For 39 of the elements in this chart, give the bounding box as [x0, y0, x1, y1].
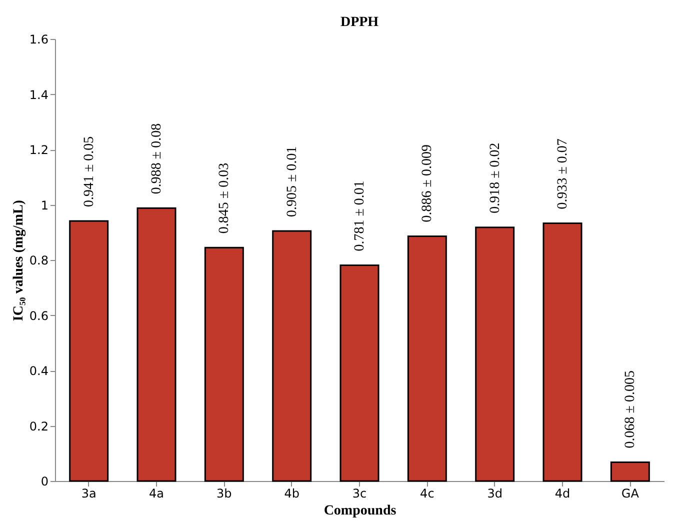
x-tick-label: 3c: [352, 486, 367, 500]
bar: [340, 264, 380, 482]
bar: [272, 230, 312, 482]
x-tick-label: 4c: [420, 486, 434, 500]
y-tick-label: 1.6: [29, 32, 48, 46]
bar: [136, 207, 176, 482]
data-label: 0.781 ± 0.01: [352, 180, 368, 252]
data-label: 0.905 ± 0.01: [284, 146, 300, 217]
x-tick-label: 3b: [216, 486, 232, 500]
chart-title: DPPH: [340, 15, 379, 30]
y-tick-label: 0.4: [29, 364, 48, 378]
bar: [204, 246, 244, 482]
x-tick-label: 4a: [149, 486, 164, 500]
data-label: 0.886 ± 0.009: [420, 144, 436, 222]
y-tick-label: 0: [40, 474, 48, 488]
data-label: 0.068 ± 0.005: [623, 370, 638, 448]
y-axis-title: IC₅₀ values (mg/mL): [11, 200, 26, 322]
bar: [475, 226, 515, 482]
x-tick-label: 4d: [554, 486, 570, 500]
x-axis-title: Compounds: [324, 504, 397, 518]
data-label: 0.941 ± 0.05: [82, 136, 97, 208]
data-label: 0.988 ± 0.08: [150, 123, 164, 194]
y-tick-label: 0.8: [29, 254, 48, 268]
bar: [610, 461, 650, 482]
data-label: 0.933 ± 0.07: [556, 138, 570, 210]
y-tick-label: 0.2: [29, 419, 48, 434]
x-tick-label: 3a: [81, 486, 96, 500]
data-label: 0.845 ± 0.03: [217, 162, 232, 234]
x-tick-label: 3d: [487, 486, 502, 500]
y-tick-label: 1.4: [29, 88, 48, 102]
bar: [407, 235, 447, 482]
bar: [542, 222, 582, 482]
x-tick-label: GA: [621, 486, 640, 500]
bar: [69, 220, 109, 482]
y-tick-label: 1.2: [29, 143, 48, 157]
x-tick-label: 4b: [284, 486, 300, 500]
data-label: 0.918 ± 0.02: [488, 142, 503, 214]
y-tick-label: 0.6: [29, 308, 48, 323]
y-tick-label: 1: [40, 198, 48, 212]
